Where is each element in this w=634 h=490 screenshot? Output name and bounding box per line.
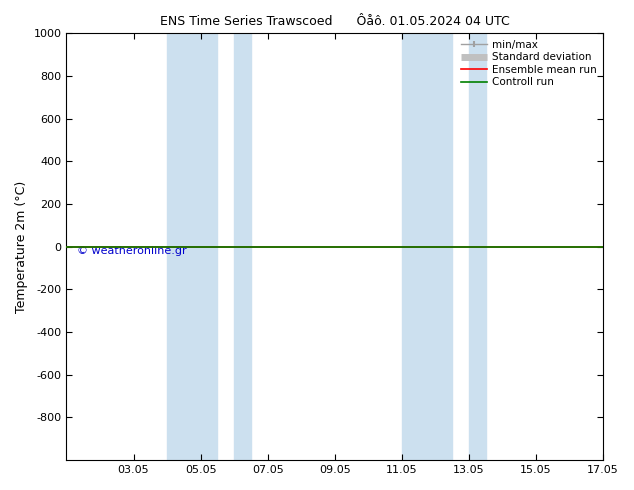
Legend: min/max, Standard deviation, Ensemble mean run, Controll run: min/max, Standard deviation, Ensemble me… [456,35,601,92]
Bar [167,33,217,460]
Title: ENS Time Series Trawscoed      Ôåô. 01.05.2024 04 UTC: ENS Time Series Trawscoed Ôåô. 01.05.202… [160,15,510,28]
Text: © weatheronline.gr: © weatheronline.gr [77,246,187,256]
Bar [469,33,486,460]
Bar [234,33,251,460]
Y-axis label: Temperature 2m (°C): Temperature 2m (°C) [15,181,28,313]
Bar [402,33,452,460]
